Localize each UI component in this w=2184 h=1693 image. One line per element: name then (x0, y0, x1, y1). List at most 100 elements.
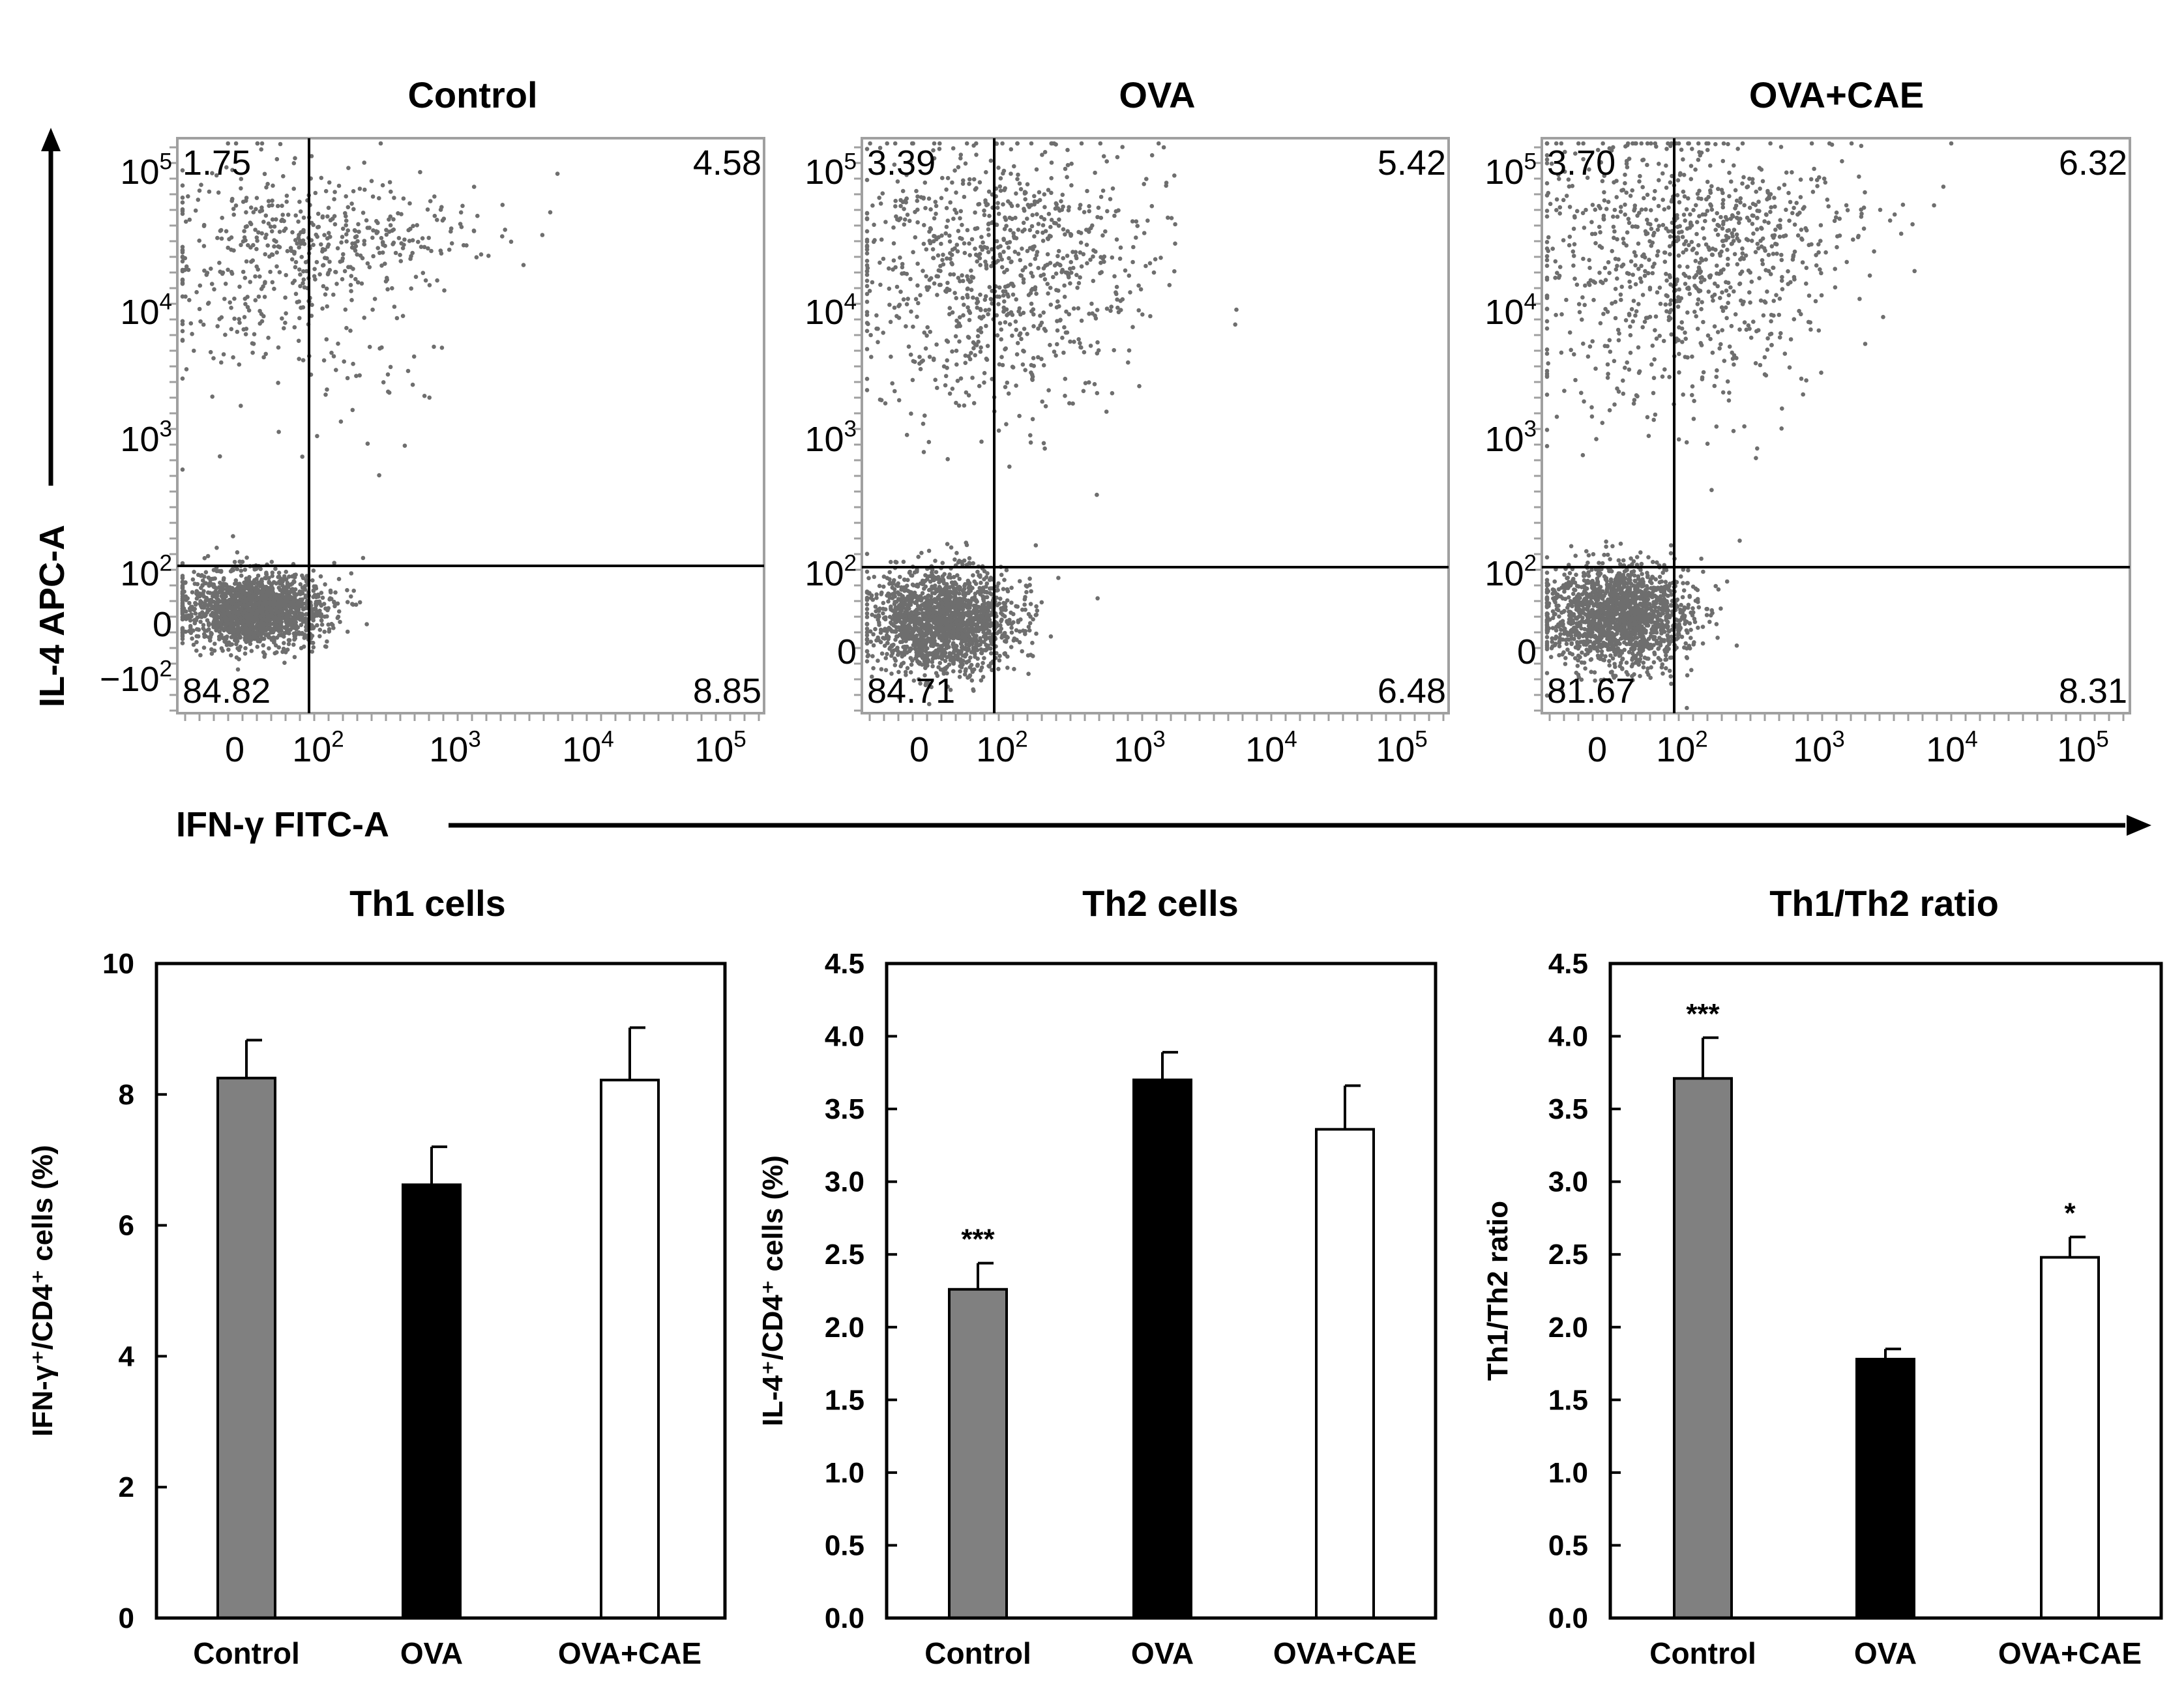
flow-event-dot (283, 226, 288, 231)
flow-event-dot (258, 614, 263, 619)
flow-event-dot (891, 623, 896, 628)
flow-event-dot (214, 627, 219, 632)
flow-event-dot (978, 609, 982, 613)
flow-event-dot (967, 317, 972, 323)
flow-event-dot (268, 269, 273, 274)
flow-event-dot (979, 668, 983, 673)
flow-event-dot (218, 621, 223, 625)
flow-event-dot (997, 285, 1002, 290)
flow-event-dot (328, 218, 333, 223)
flow-event-dot (247, 617, 252, 622)
flow-event-dot (896, 625, 901, 630)
flow-event-dot (913, 209, 917, 214)
flow-event-dot (864, 602, 870, 607)
flow-event-dot (952, 246, 957, 251)
flow-event-dot (1027, 228, 1033, 233)
flow-event-dot (1008, 228, 1012, 233)
flow-event-dot (377, 473, 381, 478)
flow-event-dot (960, 273, 964, 278)
flow-event-dot (290, 280, 295, 286)
flow-event-dot (370, 194, 376, 199)
flow-event-dot (316, 211, 321, 216)
flow-event-dot (198, 283, 203, 288)
flow-event-dot (1021, 628, 1026, 633)
flow-event-dot (420, 236, 425, 241)
flow-event-dot (180, 467, 185, 472)
flow-event-dot (334, 368, 338, 372)
flow-event-dot (449, 241, 454, 246)
flow-event-dot (407, 201, 412, 206)
flow-event-dot (881, 636, 885, 640)
flow-event-dot (941, 252, 945, 258)
flow-event-dot (194, 289, 199, 295)
flow-event-dot (217, 585, 222, 589)
flow-event-dot (237, 362, 242, 367)
flow-event-dot (967, 556, 972, 561)
flow-event-dot (1065, 254, 1070, 258)
flow-event-dot (387, 229, 392, 234)
flow-event-dot (907, 649, 912, 653)
flow-event-dot (319, 622, 325, 627)
flow-event-dot (1095, 596, 1100, 601)
flow-event-dot (864, 659, 870, 664)
flow-event-dot (1091, 248, 1096, 253)
flow-event-dot (422, 244, 427, 250)
flow-event-dot (887, 570, 892, 574)
flow-event-dot (1000, 141, 1005, 146)
flow-event-dot (247, 575, 252, 580)
flow-event-dot (1166, 215, 1170, 220)
flow-event-dot (323, 582, 327, 587)
flow-event-dot (939, 241, 943, 246)
flow-event-dot (984, 590, 990, 595)
flow-event-dot (1067, 312, 1072, 317)
flow-event-dot (871, 632, 876, 637)
flow-event-dot (1101, 154, 1106, 158)
flow-x-tick-label-main: 10 (429, 730, 468, 769)
flow-event-dot (254, 589, 259, 593)
flow-event-dot (201, 645, 207, 650)
flow-event-dot (1022, 597, 1027, 602)
flow-event-dot (1027, 576, 1032, 581)
flow-y-tick-label-main: 10 (120, 293, 159, 332)
flow-event-dot (346, 228, 350, 233)
flow-event-dot (311, 645, 316, 650)
flow-event-dot (987, 628, 992, 634)
flow-event-dot (945, 175, 951, 181)
flow-event-dot (411, 354, 417, 359)
flow-event-dot (231, 355, 235, 360)
flow-event-dot (268, 595, 273, 599)
flow-event-dot (977, 180, 982, 185)
flow-event-dot (273, 594, 278, 599)
flow-event-dot (249, 649, 254, 653)
flow-event-dot (270, 203, 274, 208)
flow-event-dot (928, 207, 933, 212)
flow-event-dot (898, 198, 903, 203)
flow-event-dot (903, 635, 908, 640)
flow-event-dot (904, 644, 909, 649)
flow-event-dot (285, 248, 290, 254)
flow-event-dot (1025, 248, 1030, 254)
flow-event-dot (362, 160, 366, 165)
flow-event-dot (1005, 589, 1011, 594)
flow-event-dot (435, 278, 439, 283)
flow-event-dot (1059, 199, 1063, 204)
flow-event-dot (936, 253, 941, 258)
flow-event-dot (926, 439, 932, 445)
flow-event-dot (229, 305, 233, 310)
flow-event-dot (252, 580, 257, 585)
flow-event-dot (943, 231, 948, 236)
flow-x-tick-label: 105 (694, 726, 746, 769)
flow-event-dot (284, 569, 289, 574)
flow-event-dot (909, 662, 914, 667)
flow-event-dot (1048, 634, 1054, 639)
flow-event-dot (218, 269, 223, 274)
flow-event-dot (276, 430, 281, 434)
flow-event-dot (367, 265, 372, 270)
flow-event-dot (349, 289, 353, 293)
flow-event-dot (983, 198, 988, 203)
flow-event-dot (926, 587, 932, 593)
flow-event-dot (303, 616, 308, 621)
flow-event-dot (982, 656, 986, 660)
flow-event-dot (216, 190, 221, 195)
flow-event-dot (449, 229, 453, 234)
